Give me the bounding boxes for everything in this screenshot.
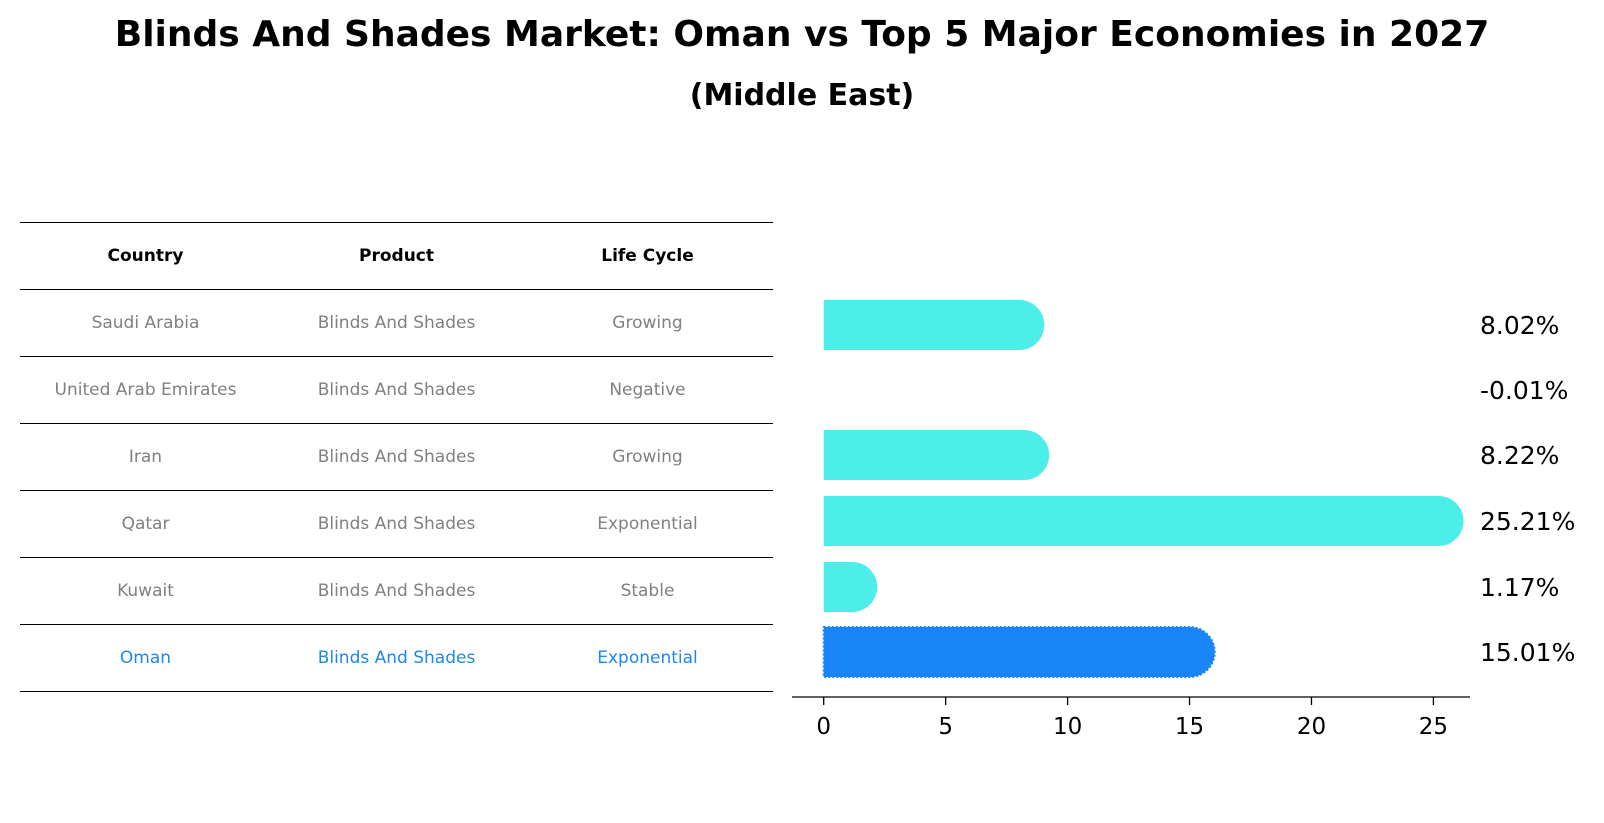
x-tick-label: 10 xyxy=(1053,714,1082,740)
cell-product: Blinds And Shades xyxy=(317,447,476,467)
value-label: -0.01% xyxy=(1480,376,1568,405)
bar xyxy=(823,562,878,612)
cell-life-cycle: Stable xyxy=(620,581,675,601)
table-row: Iran Blinds And Shades Growing xyxy=(20,423,773,490)
table-row: Qatar Blinds And Shades Exponential xyxy=(20,490,773,557)
value-label: 8.02% xyxy=(1480,311,1559,340)
value-label: 15.01% xyxy=(1480,638,1575,667)
cell-country: Kuwait xyxy=(117,581,174,601)
x-tick-label: 0 xyxy=(816,714,831,740)
cell-country: Oman xyxy=(119,648,172,668)
cell-country: Saudi Arabia xyxy=(91,313,200,333)
cell-life-cycle: Growing xyxy=(612,313,683,333)
x-tick-label: 25 xyxy=(1419,714,1448,740)
cell-life-cycle: Exponential xyxy=(597,648,698,668)
bar-highlighted xyxy=(822,626,1216,678)
cell-product: Blinds And Shades xyxy=(317,514,476,534)
header-product: Product xyxy=(359,246,434,266)
header-life-cycle: Life Cycle xyxy=(601,246,694,266)
cell-country: Qatar xyxy=(121,514,170,534)
cell-life-cycle: Growing xyxy=(612,447,683,467)
x-tick-label: 20 xyxy=(1297,714,1326,740)
table-header-row: Country Product Life Cycle xyxy=(20,222,773,289)
cell-life-cycle: Exponential xyxy=(597,514,698,534)
x-tick-label: 5 xyxy=(938,714,953,740)
bar xyxy=(823,496,1464,546)
table-row: Saudi Arabia Blinds And Shades Growing xyxy=(20,289,773,356)
cell-product: Blinds And Shades xyxy=(317,313,476,333)
header-country: Country xyxy=(107,246,184,266)
value-label: 25.21% xyxy=(1480,507,1575,536)
cell-country: United Arab Emirates xyxy=(54,380,237,400)
cell-product: Blinds And Shades xyxy=(317,648,476,668)
chart-title: Blinds And Shades Market: Oman vs Top 5 … xyxy=(114,14,1490,55)
cell-country: Iran xyxy=(128,447,163,467)
cell-life-cycle: Negative xyxy=(609,380,686,400)
value-label: 8.22% xyxy=(1480,441,1559,470)
value-label: 1.17% xyxy=(1480,573,1559,602)
bar xyxy=(823,430,1050,480)
cell-product: Blinds And Shades xyxy=(317,380,476,400)
country-table: Country Product Life Cycle Saudi Arabia … xyxy=(20,222,773,692)
table-row: United Arab Emirates Blinds And Shades N… xyxy=(20,356,773,423)
chart-subtitle: (Middle East) xyxy=(689,78,915,113)
bar xyxy=(823,300,1045,350)
table-row-highlighted: Oman Blinds And Shades Exponential xyxy=(20,624,773,692)
table-row: Kuwait Blinds And Shades Stable xyxy=(20,557,773,624)
x-tick-label: 15 xyxy=(1175,714,1204,740)
cell-product: Blinds And Shades xyxy=(317,581,476,601)
